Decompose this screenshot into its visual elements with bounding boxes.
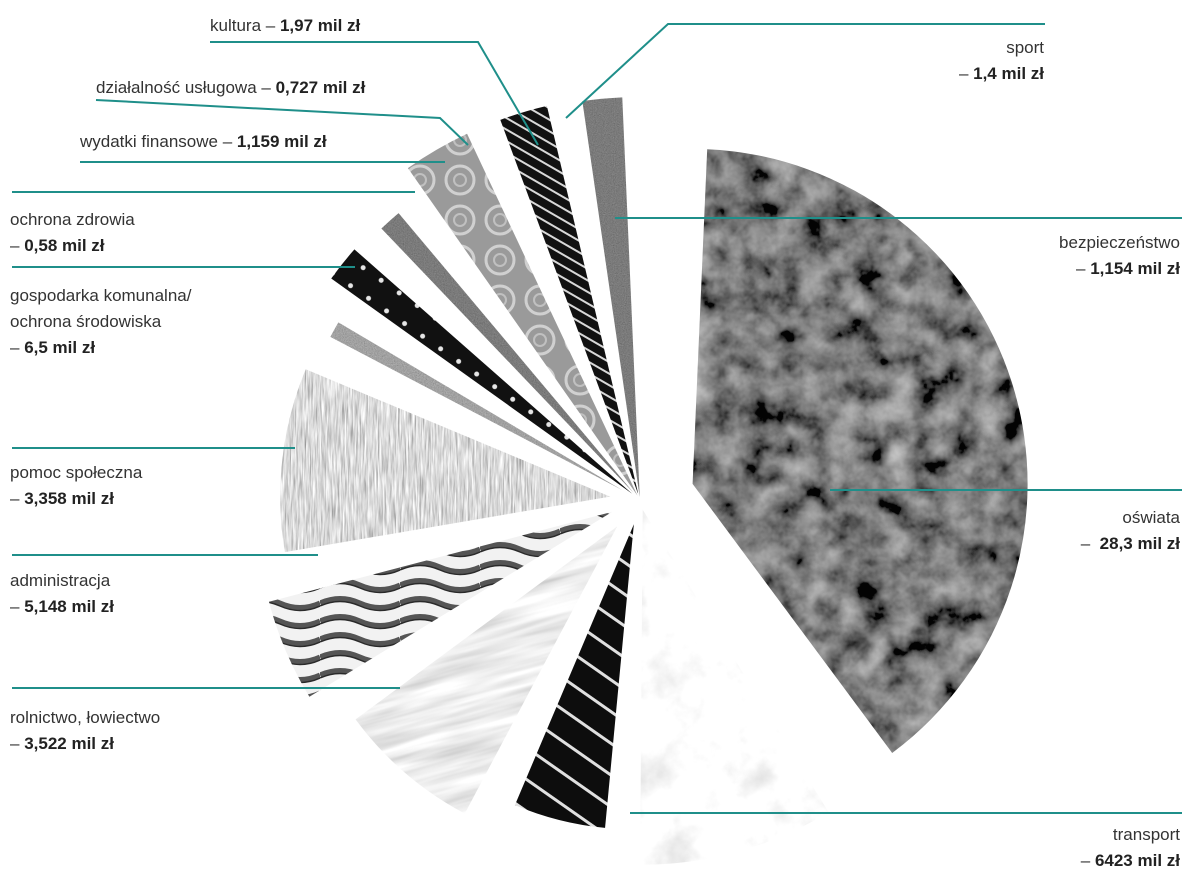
slice-administracja [355, 526, 618, 814]
label-rolnictwo: rolnictwo, łowiectwo – 3,522 mil zł [10, 708, 161, 753]
slice-uslugowa [381, 213, 634, 493]
label-sport: sport – 1,4 mil zł [958, 38, 1044, 83]
label-zdrowie: ochrona zdrowia – 0,58 mil zł [10, 210, 135, 255]
slice-rolnictwo [514, 524, 634, 828]
slice-oswiata [692, 149, 1028, 753]
slice-sport [500, 105, 639, 496]
leader-line-uslugowa [95, 99, 469, 146]
leader-line-sport [565, 23, 1045, 119]
slice-bezpieczenstwo [582, 97, 640, 498]
label-kultura: kultura – 1,97 mil zł [210, 16, 361, 35]
label-transport: transport – 6423 mil zł [1080, 825, 1180, 870]
label-bezpieczenstwo: bezpieczeństwo – 1,154 mil zł [1059, 233, 1180, 278]
slice-transport [640, 509, 829, 865]
label-uslugowa: działalność usługowa – 0,727 mil zł [96, 78, 366, 97]
label-finansowe: wydatki finansowe – 1,159 mil zł [80, 132, 327, 151]
slice-kultura [407, 133, 638, 496]
label-administracja: administracja – 5,148 mil zł [10, 571, 114, 616]
slice-gospodarka [280, 369, 611, 553]
leader-line-kultura [210, 41, 539, 146]
label-gospodarka: gospodarka komunalna/ochrona środowiska –… [10, 286, 192, 357]
label-pomoc: pomoc społeczna – 3,358 mil zł [10, 463, 143, 508]
slice-pomoc [268, 511, 613, 697]
label-oswiata: oświata – 28,3 mil zł [1080, 508, 1180, 553]
slice-finansowe [331, 249, 633, 494]
slice-zdrowie [330, 322, 623, 491]
